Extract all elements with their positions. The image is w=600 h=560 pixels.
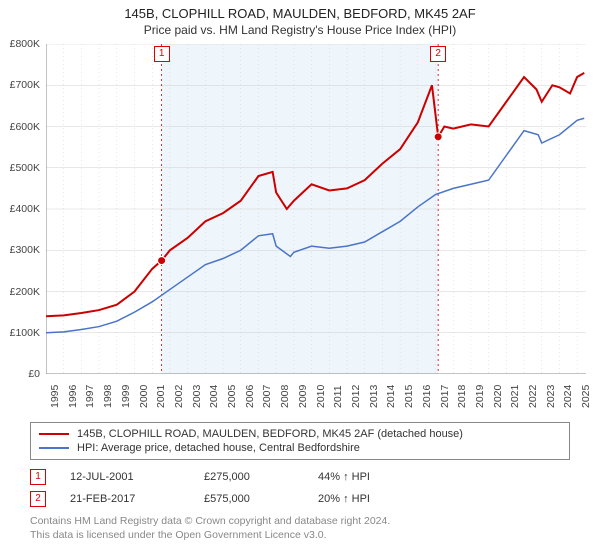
xlabel: 2004 xyxy=(208,385,220,408)
xlabel: 2011 xyxy=(332,385,344,408)
chart-plot-area: 12 xyxy=(46,44,586,374)
ylabel: £700K xyxy=(10,79,40,91)
xlabel: 1995 xyxy=(49,385,61,408)
xlabel: 2003 xyxy=(191,385,203,408)
footer-attribution: Contains HM Land Registry data © Crown c… xyxy=(30,514,570,542)
event-row: 2 21-FEB-2017 £575,000 20% ↑ HPI xyxy=(30,488,570,510)
xlabel: 2014 xyxy=(385,385,397,408)
y-axis-labels: £0£100K£200K£300K£400K£500K£600K£700K£80… xyxy=(0,44,44,374)
xlabel: 1996 xyxy=(67,385,79,408)
ylabel: £500K xyxy=(10,162,40,174)
legend-row: HPI: Average price, detached house, Cent… xyxy=(39,441,561,455)
xlabel: 1998 xyxy=(102,385,114,408)
xlabel: 2007 xyxy=(261,385,273,408)
xlabel: 2012 xyxy=(350,385,362,408)
event-row: 1 12-JUL-2001 £275,000 44% ↑ HPI xyxy=(30,466,570,488)
xlabel: 2013 xyxy=(368,385,380,408)
line-chart-svg xyxy=(46,44,586,374)
xlabel: 1999 xyxy=(120,385,132,408)
ylabel: £800K xyxy=(10,38,40,50)
legend-box: 145B, CLOPHILL ROAD, MAULDEN, BEDFORD, M… xyxy=(30,422,570,460)
legend-swatch xyxy=(39,447,69,449)
ylabel: £600K xyxy=(10,121,40,133)
footer-line-1: Contains HM Land Registry data © Crown c… xyxy=(30,514,570,528)
event-marker-box: 2 xyxy=(30,491,46,507)
chart-title: 145B, CLOPHILL ROAD, MAULDEN, BEDFORD, M… xyxy=(0,0,600,21)
ylabel: £0 xyxy=(28,368,40,380)
xlabel: 2016 xyxy=(421,385,433,408)
xlabel: 2023 xyxy=(545,385,557,408)
footer-line-2: This data is licensed under the Open Gov… xyxy=(30,528,570,542)
xlabel: 2005 xyxy=(226,385,238,408)
marker-label-2: 2 xyxy=(430,46,446,62)
xlabel: 2018 xyxy=(456,385,468,408)
xlabel: 2002 xyxy=(173,385,185,408)
xlabel: 2025 xyxy=(580,385,592,408)
xlabel: 2022 xyxy=(527,385,539,408)
xlabel: 2020 xyxy=(492,385,504,408)
ylabel: £300K xyxy=(10,244,40,256)
event-date: 12-JUL-2001 xyxy=(70,471,180,483)
legend-swatch xyxy=(39,433,69,435)
event-price: £575,000 xyxy=(204,493,294,505)
marker-label-1: 1 xyxy=(154,46,170,62)
xlabel: 1997 xyxy=(84,385,96,408)
ylabel: £200K xyxy=(10,286,40,298)
xlabel: 2006 xyxy=(244,385,256,408)
xlabel: 2001 xyxy=(155,385,167,408)
event-delta: 20% ↑ HPI xyxy=(318,493,370,505)
event-price: £275,000 xyxy=(204,471,294,483)
x-axis-labels: 1995 1996 1997 1998 1999 2000 2001 2002 2003 2004… xyxy=(46,378,586,426)
chart-subtitle: Price paid vs. HM Land Registry's House … xyxy=(0,21,600,37)
ylabel: £400K xyxy=(10,203,40,215)
events-table: 1 12-JUL-2001 £275,000 44% ↑ HPI 2 21-FEB-201… xyxy=(30,466,570,510)
event-marker-box: 1 xyxy=(30,469,46,485)
legend-label: 145B, CLOPHILL ROAD, MAULDEN, BEDFORD, M… xyxy=(77,428,463,440)
xlabel: 2024 xyxy=(562,385,574,408)
event-date: 21-FEB-2017 xyxy=(70,493,180,505)
event-delta: 44% ↑ HPI xyxy=(318,471,370,483)
xlabel: 2000 xyxy=(138,385,150,408)
legend-row: 145B, CLOPHILL ROAD, MAULDEN, BEDFORD, M… xyxy=(39,427,561,441)
xlabel: 2015 xyxy=(403,385,415,408)
legend-label: HPI: Average price, detached house, Cent… xyxy=(77,442,360,454)
xlabel: 2010 xyxy=(315,385,327,408)
xlabel: 2019 xyxy=(474,385,486,408)
xlabel: 2008 xyxy=(279,385,291,408)
ylabel: £100K xyxy=(10,327,40,339)
xlabel: 2009 xyxy=(297,385,309,408)
xlabel: 2017 xyxy=(439,385,451,408)
xlabel: 2021 xyxy=(509,385,521,408)
